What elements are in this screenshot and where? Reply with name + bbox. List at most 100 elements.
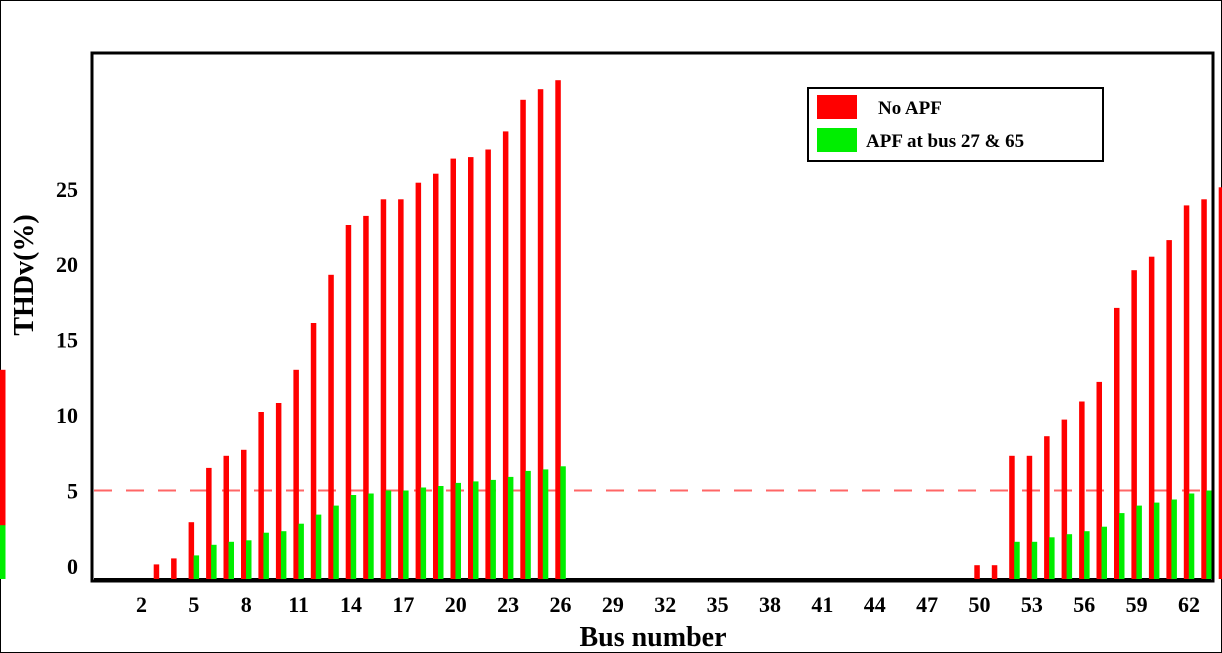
x-tick-53: 53 — [1021, 592, 1043, 617]
plot-area-frame — [90, 51, 1215, 583]
bar-no-apf-bus-51 — [991, 565, 998, 579]
bar-no-apf-bus-62 — [1183, 205, 1190, 579]
bar-no-apf-bus-60 — [1148, 256, 1155, 579]
legend: No APF APF at bus 27 & 65 — [807, 87, 1104, 162]
bar-no-apf-bus-20 — [450, 158, 456, 579]
bar-no-apf-bus-24 — [520, 99, 526, 580]
bar-apf-bus-23 — [507, 476, 514, 579]
bar-no-apf-bus-14 — [345, 225, 352, 579]
bar-no-apf-bus-59 — [1131, 270, 1137, 579]
x-tick-23: 23 — [497, 592, 519, 617]
x-tick-47: 47 — [916, 592, 938, 617]
bar-apf-bus-58 — [1119, 513, 1125, 579]
y-tick-15: 15 — [56, 328, 78, 353]
x-tick-38: 38 — [759, 592, 781, 617]
bar-apf-bus-11 — [298, 523, 304, 579]
bar-no-apf-bus-undefined — [0, 369, 6, 579]
x-tick-5: 5 — [188, 592, 199, 617]
bar-no-apf-bus-13 — [328, 274, 334, 579]
x-tick-44: 44 — [864, 592, 886, 617]
bar-apf-bus-25 — [542, 469, 549, 579]
bar-no-apf-bus-3 — [153, 564, 160, 579]
x-tick-11: 11 — [288, 592, 309, 617]
bar-no-apf-bus-52 — [1009, 455, 1015, 579]
y-tick-5: 5 — [67, 478, 78, 503]
bar-apf-bus-54 — [1049, 537, 1055, 579]
bars-group — [0, 80, 1222, 580]
bar-no-apf-bus-12 — [310, 323, 317, 579]
legend-swatch-no-apf — [817, 95, 857, 119]
bar-no-apf-bus-15 — [363, 215, 369, 579]
bar-apf-bus-10 — [280, 531, 287, 579]
x-tick-20: 20 — [445, 592, 467, 617]
bar-no-apf-bus-56 — [1079, 401, 1085, 579]
x-tick-41: 41 — [811, 592, 833, 617]
bar-no-apf-bus-8 — [241, 449, 247, 579]
bar-apf-bus-9 — [263, 532, 269, 579]
bar-no-apf-bus-54 — [1044, 436, 1050, 579]
bar-no-apf-bus-63 — [1201, 199, 1207, 580]
x-tick-50: 50 — [969, 592, 991, 617]
x-tick-62: 62 — [1178, 592, 1200, 617]
bar-no-apf-bus-25 — [537, 89, 544, 579]
y-axis-title: THDv(%) — [9, 214, 40, 335]
bar-apf-bus-52 — [1014, 541, 1020, 579]
legend-box — [807, 87, 1104, 162]
x-tick-29: 29 — [602, 592, 624, 617]
x-axis-title: Bus number — [579, 622, 726, 653]
bar-no-apf-bus-6 — [206, 467, 212, 579]
bar-apf-bus-62 — [1188, 493, 1195, 579]
bar-apf-bus-59 — [1136, 505, 1142, 579]
bar-no-apf-bus-9 — [258, 412, 264, 579]
bar-no-apf-bus-17 — [398, 199, 404, 580]
bar-no-apf-bus-4 — [171, 558, 177, 579]
x-tick-59: 59 — [1126, 592, 1148, 617]
bar-apf-bus-12 — [315, 514, 322, 579]
bar-no-apf-bus-58 — [1114, 307, 1120, 579]
y-tick-20: 20 — [56, 252, 78, 277]
x-tick-32: 32 — [654, 592, 676, 617]
bar-apf-bus-56 — [1084, 531, 1090, 579]
bar-apf-bus-8 — [246, 540, 252, 579]
x-tick-17: 17 — [392, 592, 414, 617]
bar-apf-bus-15 — [368, 493, 374, 579]
bar-no-apf-bus-21 — [468, 157, 474, 579]
bar-apf-bus-5 — [193, 555, 200, 579]
bar-no-apf-bus-57 — [1096, 381, 1102, 579]
bar-apf-bus-18 — [420, 487, 427, 579]
bar-apf-bus-26 — [560, 466, 566, 579]
y-tick-labels: 0 5 10 15 20 25 — [56, 177, 78, 579]
y-tick-10: 10 — [56, 403, 78, 428]
x-tick-26: 26 — [550, 592, 572, 617]
bar-apf-bus-24 — [525, 470, 531, 579]
x-tick-14: 14 — [340, 592, 362, 617]
x-tick-2: 2 — [136, 592, 147, 617]
bar-no-apf-bus-10 — [275, 403, 282, 579]
bar-apf-bus-60 — [1153, 502, 1160, 579]
bar-apf-bus-17 — [403, 490, 409, 579]
bar-no-apf-bus-5 — [188, 522, 195, 579]
bar-apf-bus-6 — [211, 544, 217, 579]
x-tick-56: 56 — [1073, 592, 1095, 617]
bar-no-apf-bus-23 — [502, 131, 509, 579]
bar-no-apf-bus-26 — [555, 80, 561, 579]
bar-apf-bus-61 — [1171, 499, 1177, 579]
bar-no-apf-bus-64 — [1218, 187, 1222, 580]
bar-no-apf-bus-11 — [293, 369, 299, 579]
bar-apf-bus-undefined — [0, 525, 6, 579]
bar-no-apf-bus-61 — [1166, 240, 1172, 579]
bar-no-apf-bus-16 — [380, 199, 387, 580]
bar-apf-bus-13 — [333, 505, 339, 579]
y-tick-25: 25 — [56, 177, 78, 202]
bar-apf-bus-57 — [1101, 526, 1107, 579]
bar-apf-bus-63 — [1206, 490, 1212, 579]
x-tick-35: 35 — [707, 592, 729, 617]
bar-apf-bus-14 — [350, 495, 357, 579]
bar-apf-bus-21 — [473, 481, 479, 579]
bar-no-apf-bus-53 — [1026, 455, 1033, 579]
bar-apf-bus-22 — [490, 479, 496, 579]
legend-swatch-apf — [817, 128, 857, 152]
legend-label-no-apf: No APF — [878, 98, 942, 119]
x-tick-8: 8 — [241, 592, 252, 617]
